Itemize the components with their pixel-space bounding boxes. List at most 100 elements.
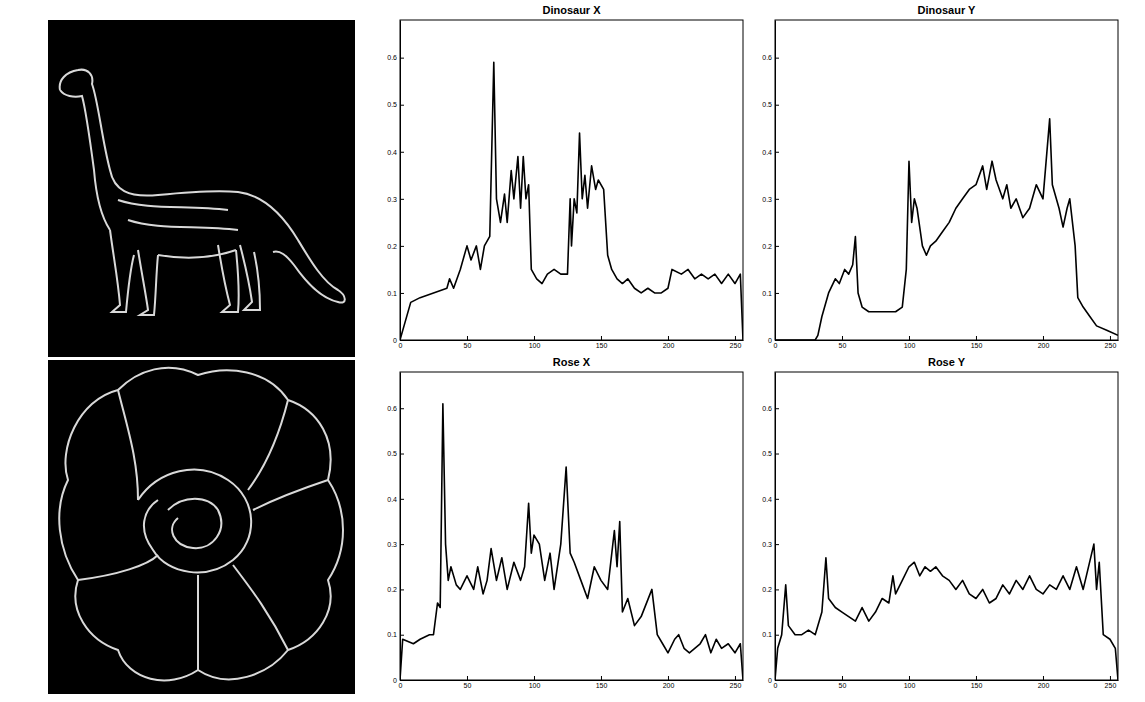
edge-stroke [198, 480, 328, 670]
tick-mark [601, 336, 602, 340]
line-panel: 05010015020025000.10.20.30.40.50.6Rose Y [762, 356, 1118, 689]
tick-label: 0.2 [762, 243, 772, 250]
tick-mark [400, 544, 404, 545]
tick-mark [400, 408, 404, 409]
chart-title: Rose Y [928, 356, 966, 368]
tick: 50 [839, 676, 847, 689]
tick: 0.3 [387, 196, 404, 203]
tick-mark [775, 499, 779, 500]
tick-label: 150 [596, 682, 608, 689]
tick: 0.4 [387, 149, 404, 156]
tick-mark [534, 336, 535, 340]
tick: 0.1 [762, 631, 779, 638]
tick: 250 [1105, 336, 1117, 349]
tick: 0.5 [387, 450, 404, 457]
tick: 0.5 [387, 101, 404, 108]
tick: 0.1 [387, 631, 404, 638]
tick-mark [775, 635, 779, 636]
tick: 100 [529, 676, 541, 689]
tick-mark [467, 336, 468, 340]
tick-label: 0.2 [387, 243, 397, 250]
tick: 0.6 [387, 405, 404, 412]
tick-mark [976, 336, 977, 340]
tick-label: 0.5 [762, 450, 772, 457]
tick-mark [467, 676, 468, 680]
tick: 0.4 [762, 149, 779, 156]
tick-label: 0 [393, 337, 397, 344]
chart-title: Dinosaur Y [918, 4, 977, 16]
tick-mark [775, 589, 779, 590]
tick: 0.2 [387, 243, 404, 250]
edge-stroke [60, 90, 110, 230]
tick-label: 0.1 [387, 290, 397, 297]
tick-mark [668, 676, 669, 680]
tick-mark [775, 199, 779, 200]
tick-label: 150 [971, 682, 983, 689]
plot-area [400, 62, 743, 340]
y-axis: 00.10.20.30.40.50.6 [387, 21, 404, 344]
tick-mark [775, 408, 779, 409]
tick-label: 150 [596, 342, 608, 349]
tick-label: 0 [774, 342, 778, 349]
tick-mark [909, 676, 910, 680]
tick-label: 0 [399, 342, 403, 349]
tick-label: 250 [730, 682, 742, 689]
tick-label: 0.2 [387, 586, 397, 593]
tick-label: 50 [839, 682, 847, 689]
tick: 0 [768, 337, 779, 344]
tick: 0 [393, 677, 404, 684]
tick-mark [775, 293, 779, 294]
tick: 100 [904, 676, 916, 689]
tick: 0.3 [387, 541, 404, 548]
tick-label: 50 [839, 342, 847, 349]
tick-label: 0.4 [762, 149, 772, 156]
tick-label: 100 [904, 342, 916, 349]
tick-mark [1110, 676, 1111, 680]
tick-label: 50 [464, 682, 472, 689]
tick-mark [909, 336, 910, 340]
tick-mark [842, 676, 843, 680]
tick: 0.4 [387, 496, 404, 503]
data-line [400, 404, 743, 680]
tick-mark [1043, 676, 1044, 680]
tick-mark [400, 246, 404, 247]
data-line [400, 62, 743, 340]
tick: 0.6 [762, 405, 779, 412]
tick-label: 0.5 [762, 101, 772, 108]
plot-area [400, 404, 743, 680]
tick: 0.3 [762, 541, 779, 548]
tick-label: 100 [904, 682, 916, 689]
tick-label: 200 [1038, 342, 1050, 349]
tick: 150 [596, 336, 608, 349]
line-panel: 05010015020025000.10.20.30.40.50.6Rose X [387, 356, 743, 689]
tick: 200 [1038, 676, 1050, 689]
tick: 100 [904, 336, 916, 349]
chart-title: Dinosaur X [542, 4, 601, 16]
tick: 50 [464, 336, 472, 349]
tick-label: 0.5 [387, 450, 397, 457]
edge-stroke [78, 390, 288, 650]
axis-line [776, 340, 1119, 341]
tick-label: 50 [464, 342, 472, 349]
tick: 250 [730, 336, 742, 349]
axis-line [400, 21, 401, 341]
tick-mark [775, 454, 779, 455]
axis-line [775, 21, 776, 341]
tick-mark [775, 246, 779, 247]
tick-label: 0.5 [387, 101, 397, 108]
data-line [775, 119, 1118, 340]
tick: 200 [663, 676, 675, 689]
tick-mark [400, 340, 404, 341]
plot-frame [775, 372, 1118, 680]
tick-mark [668, 336, 669, 340]
tick-label: 0.6 [762, 405, 772, 412]
axis-line [776, 680, 1119, 681]
tick-mark [400, 58, 404, 59]
tick-mark [601, 676, 602, 680]
tick-mark [400, 680, 404, 681]
tick-mark [775, 152, 779, 153]
tick: 250 [1105, 676, 1117, 689]
tick-label: 0.4 [387, 496, 397, 503]
tick-mark [775, 680, 779, 681]
tick-mark [735, 336, 736, 340]
